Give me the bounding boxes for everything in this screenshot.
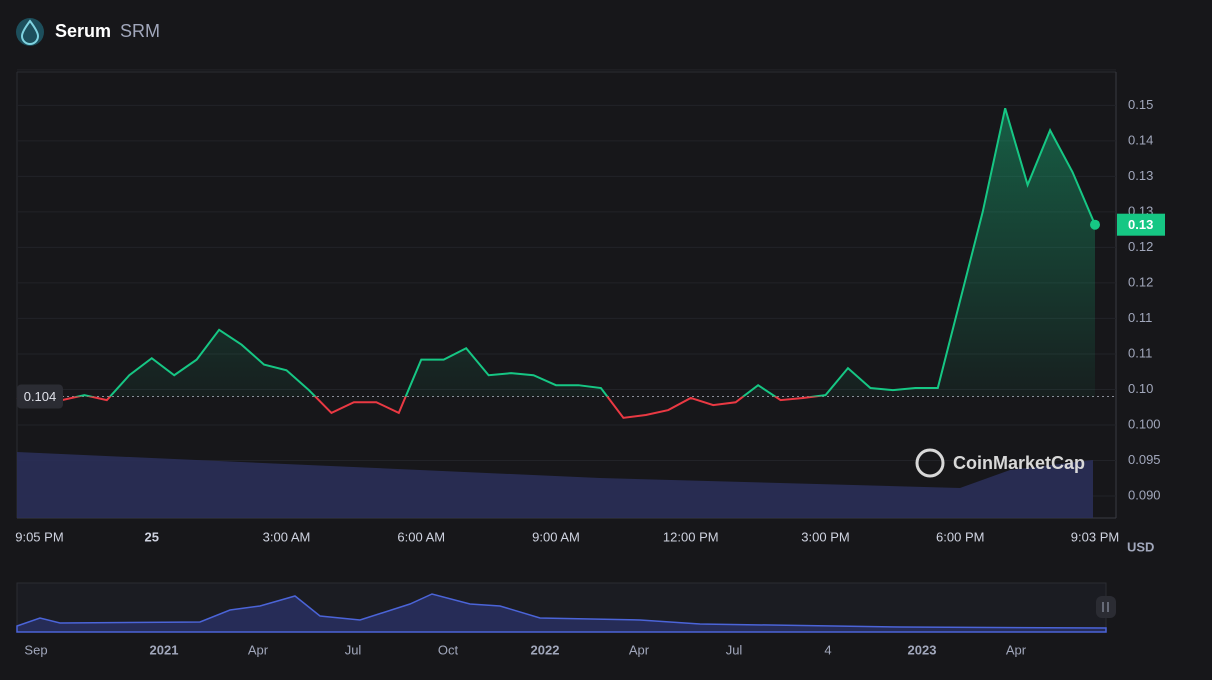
x-tick-label: 9:03 PM xyxy=(1071,529,1119,544)
y-tick-label: 0.14 xyxy=(1128,132,1153,147)
x-tick-label: 3:00 PM xyxy=(801,529,849,544)
navigator-label: Apr xyxy=(1006,642,1027,657)
volume-bars xyxy=(17,452,1093,518)
price-line-up xyxy=(73,107,1096,397)
coin-name: Serum xyxy=(55,21,111,41)
navigator-label: 2023 xyxy=(908,642,937,657)
y-tick-label: 0.10 xyxy=(1128,381,1153,396)
navigator-label: 2022 xyxy=(531,642,560,657)
navigator-label: 2021 xyxy=(150,642,179,657)
reference-label: 0.104 xyxy=(24,389,57,404)
navigator-label: 4 xyxy=(824,642,831,657)
y-tick-label: 0.12 xyxy=(1128,274,1153,289)
last-value-badge xyxy=(1117,213,1165,236)
y-tick-label: 0.100 xyxy=(1128,416,1161,431)
last-value-label: 0.13 xyxy=(1128,217,1153,232)
y-tick-label: 0.11 xyxy=(1128,345,1152,360)
navigator-label: Oct xyxy=(438,642,459,657)
navigator-label: Apr xyxy=(248,642,269,657)
y-tick-label: 0.090 xyxy=(1128,487,1161,502)
watermark: CoinMarketCap xyxy=(915,448,1085,478)
navigator-label: Sep xyxy=(24,642,47,657)
y-unit: USD xyxy=(1127,539,1154,554)
x-tick-label: 6:00 PM xyxy=(936,529,984,544)
reference-badge xyxy=(17,384,63,409)
line-area xyxy=(17,108,1095,397)
y-tick-label: 0.12 xyxy=(1128,239,1153,254)
x-tick-label: 9:05 PM xyxy=(15,529,63,544)
last-point xyxy=(1090,219,1100,230)
navigator-label: Apr xyxy=(629,642,650,657)
navigator-handle[interactable] xyxy=(1096,596,1116,618)
x-tick-label: 3:00 AM xyxy=(263,529,311,544)
x-tick-label: 6:00 AM xyxy=(397,529,445,544)
x-tick-label: 9:00 AM xyxy=(532,529,580,544)
logo xyxy=(16,18,44,46)
watermark-text: CoinMarketCap xyxy=(953,453,1085,473)
x-tick-label: 12:00 PM xyxy=(663,529,719,544)
y-tick-label: 0.11 xyxy=(1128,310,1152,325)
y-tick-label: 0.15 xyxy=(1128,97,1153,112)
x-tick-label: 25 xyxy=(145,529,159,544)
navigator-preview xyxy=(16,593,1107,633)
y-tick-label: 0.13 xyxy=(1128,168,1153,183)
navigator-label: Jul xyxy=(726,642,743,657)
coin-symbol: SRM xyxy=(120,21,160,41)
y-tick-label: 0.095 xyxy=(1128,452,1161,467)
navigator-label: Jul xyxy=(345,642,362,657)
